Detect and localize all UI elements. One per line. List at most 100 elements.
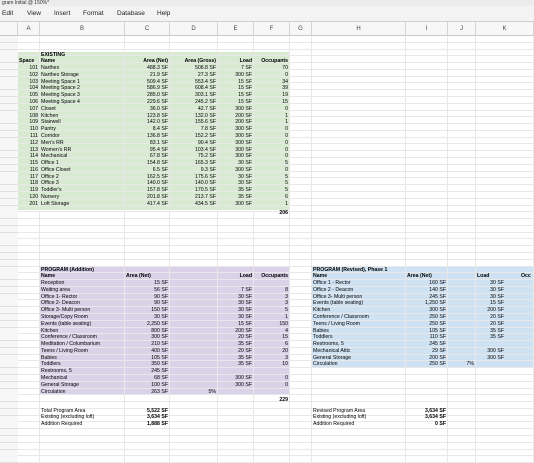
existing-row-name[interactable]: Toddler's: [41, 187, 62, 194]
column-header-j[interactable]: J: [448, 22, 476, 36]
existing-row-name[interactable]: Mechanical: [41, 153, 68, 160]
existing-row-name[interactable]: Women's RR: [41, 146, 72, 153]
row-header[interactable]: [0, 178, 18, 186]
row-header[interactable]: [0, 259, 18, 267]
addition-row-area[interactable]: 15 SF: [154, 280, 168, 287]
addition-summary-label[interactable]: Existing (excluding loft): [41, 414, 95, 421]
addition-summary-label[interactable]: Addition Required: [41, 421, 83, 428]
addition-row-name[interactable]: Restrooms, 5: [41, 368, 72, 375]
revised-row-area[interactable]: 250 SF: [429, 361, 446, 368]
row-header[interactable]: [0, 158, 18, 166]
row-header[interactable]: [0, 219, 18, 227]
row-header[interactable]: [0, 137, 18, 145]
existing-row-occupants[interactable]: 0: [285, 71, 288, 78]
revised-row-name[interactable]: Restrooms, 5: [313, 341, 344, 348]
existing-row-space[interactable]: 104: [29, 85, 38, 92]
existing-row-name[interactable]: Closet: [41, 105, 56, 112]
existing-row-space[interactable]: 111: [30, 132, 38, 139]
existing-row-name[interactable]: Meeting Space 3: [41, 92, 80, 99]
addition-row-occupants[interactable]: 3: [285, 354, 288, 361]
revised-row-area[interactable]: 105 SF: [429, 327, 446, 334]
existing-row-load[interactable]: 35 SF: [238, 187, 252, 194]
row-header[interactable]: [0, 273, 18, 281]
addition-row-occupants[interactable]: 8: [285, 286, 288, 293]
existing-row-load[interactable]: 15 SF: [238, 92, 252, 99]
revised-row-area[interactable]: 250 SF: [429, 320, 446, 327]
existing-row-name[interactable]: Office 3: [41, 180, 59, 187]
revised-row-load[interactable]: 20 SF: [490, 313, 504, 320]
existing-row-load[interactable]: 300 SF: [235, 139, 252, 146]
addition-row-load[interactable]: 200 SF: [235, 327, 252, 334]
existing-row-space[interactable]: 118: [29, 180, 38, 187]
existing-row-gross[interactable]: 165.3 SF: [194, 160, 216, 167]
existing-row-gross[interactable]: 245.2 SF: [194, 99, 216, 106]
row-header[interactable]: [0, 171, 18, 179]
row-header[interactable]: [0, 246, 18, 254]
row-header[interactable]: [0, 449, 18, 457]
row-header[interactable]: [0, 252, 18, 260]
existing-row-load[interactable]: 300 SF: [235, 146, 252, 153]
revised-row-area[interactable]: 1,250 SF: [424, 300, 446, 307]
addition-row-area[interactable]: 105 SF: [151, 354, 168, 361]
addition-row-area[interactable]: 210 SF: [151, 341, 168, 348]
revised-row-name[interactable]: Mechanical Attic: [313, 347, 351, 354]
row-header[interactable]: [0, 388, 18, 396]
existing-row-name[interactable]: Men's RR: [41, 139, 64, 146]
addition-row-occupants[interactable]: 3: [285, 293, 288, 300]
existing-row-gross[interactable]: 75.2 SF: [197, 153, 216, 160]
row-header[interactable]: [0, 117, 18, 125]
row-header[interactable]: [0, 286, 18, 294]
row-header[interactable]: [0, 341, 18, 349]
addition-title[interactable]: PROGRAM (Addition): [41, 266, 95, 273]
header-name[interactable]: Name: [41, 58, 56, 65]
row-header[interactable]: [0, 300, 18, 308]
existing-row-occupants[interactable]: 1: [285, 200, 288, 207]
menu-item-help[interactable]: Help: [157, 10, 171, 17]
addition-row-name[interactable]: Office 3- Multi person: [41, 307, 91, 314]
existing-row-gross[interactable]: 140.0 SF: [194, 180, 216, 187]
existing-row-name[interactable]: Meeting Space 4: [41, 99, 80, 106]
existing-row-gross[interactable]: 213.7 SF: [194, 193, 216, 200]
addition-row-occupants[interactable]: 0: [285, 375, 288, 381]
existing-row-net[interactable]: 83.1 SF: [149, 139, 168, 146]
row-header[interactable]: [0, 198, 18, 206]
revised-circulation-percent[interactable]: 7%: [466, 361, 475, 368]
existing-row-load[interactable]: 300 SF: [235, 166, 252, 173]
column-header-h[interactable]: H: [312, 22, 406, 36]
row-header[interactable]: [0, 164, 18, 172]
row-header[interactable]: [0, 205, 18, 213]
addition-row-area[interactable]: 150 SF: [151, 307, 168, 314]
addition-row-name[interactable]: Kitchen: [41, 327, 59, 334]
revised-row-area[interactable]: 29 SF: [432, 347, 446, 354]
existing-row-space[interactable]: 109: [29, 119, 38, 126]
existing-row-load[interactable]: 15 SF: [238, 78, 252, 85]
row-header[interactable]: [0, 334, 18, 342]
addition-row-name[interactable]: Events (table seating): [41, 320, 92, 327]
existing-row-gross[interactable]: 103.4 SF: [194, 146, 216, 153]
addition-row-load[interactable]: 20 SF: [238, 334, 252, 341]
row-header[interactable]: [0, 144, 18, 152]
addition-row-area[interactable]: 90 SF: [154, 293, 168, 300]
existing-row-name[interactable]: Stairwell: [41, 119, 61, 126]
row-header[interactable]: [0, 266, 18, 274]
addition-row-name[interactable]: Meditation / Columbarium: [41, 341, 101, 348]
addition-row-area[interactable]: 68 SF: [154, 375, 168, 381]
addition-row-load[interactable]: 30 SF: [238, 293, 252, 300]
addition-row-load[interactable]: 300 SF: [235, 381, 252, 388]
existing-row-space[interactable]: 120: [29, 193, 38, 200]
existing-row-name[interactable]: Corridor: [41, 132, 60, 139]
row-header[interactable]: [0, 83, 18, 91]
row-header[interactable]: [0, 361, 18, 369]
row-header[interactable]: [0, 97, 18, 105]
addition-row-name[interactable]: Conference / Classroom: [41, 334, 97, 341]
revised-row-name[interactable]: General Storage: [313, 354, 352, 361]
header-area-gross[interactable]: Area (Gross): [184, 58, 216, 65]
existing-row-net[interactable]: 95.4 SF: [149, 146, 168, 153]
addition-row-name[interactable]: General Storage: [41, 381, 80, 388]
existing-row-occupants[interactable]: 15: [282, 99, 288, 106]
existing-row-space[interactable]: 112: [29, 139, 38, 146]
existing-row-load[interactable]: 300 SF: [235, 105, 252, 112]
revised-row-name[interactable]: Events (table seating): [313, 300, 364, 307]
existing-row-name[interactable]: Kitchen: [41, 112, 59, 119]
header-load[interactable]: Load: [239, 58, 252, 65]
